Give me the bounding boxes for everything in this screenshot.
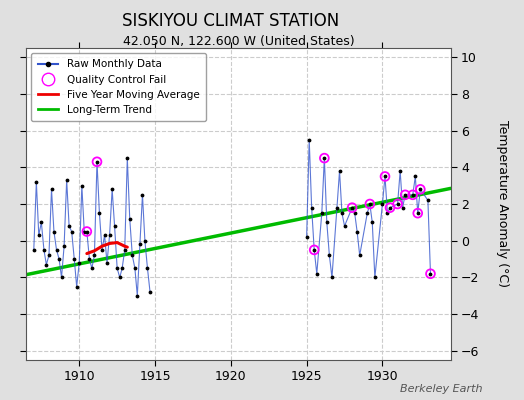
- Point: [413, 210, 422, 216]
- Point: [93, 158, 101, 165]
- Point: [320, 155, 329, 161]
- Point: [348, 204, 356, 211]
- Point: [386, 204, 394, 211]
- Point: [427, 270, 435, 277]
- Point: [394, 201, 402, 207]
- Point: [416, 186, 424, 192]
- Text: SISKIYOU CLIMAT STATION: SISKIYOU CLIMAT STATION: [122, 12, 339, 30]
- Point: [409, 192, 417, 198]
- Point: [366, 201, 374, 207]
- Text: Berkeley Earth: Berkeley Earth: [400, 384, 482, 394]
- Point: [83, 228, 91, 235]
- Point: [310, 247, 319, 253]
- Y-axis label: Temperature Anomaly (°C): Temperature Anomaly (°C): [496, 120, 509, 288]
- Legend: Raw Monthly Data, Quality Control Fail, Five Year Moving Average, Long-Term Tren: Raw Monthly Data, Quality Control Fail, …: [31, 53, 206, 121]
- Point: [401, 192, 409, 198]
- Point: [381, 173, 389, 180]
- Title: 42.050 N, 122.600 W (United States): 42.050 N, 122.600 W (United States): [123, 35, 354, 48]
